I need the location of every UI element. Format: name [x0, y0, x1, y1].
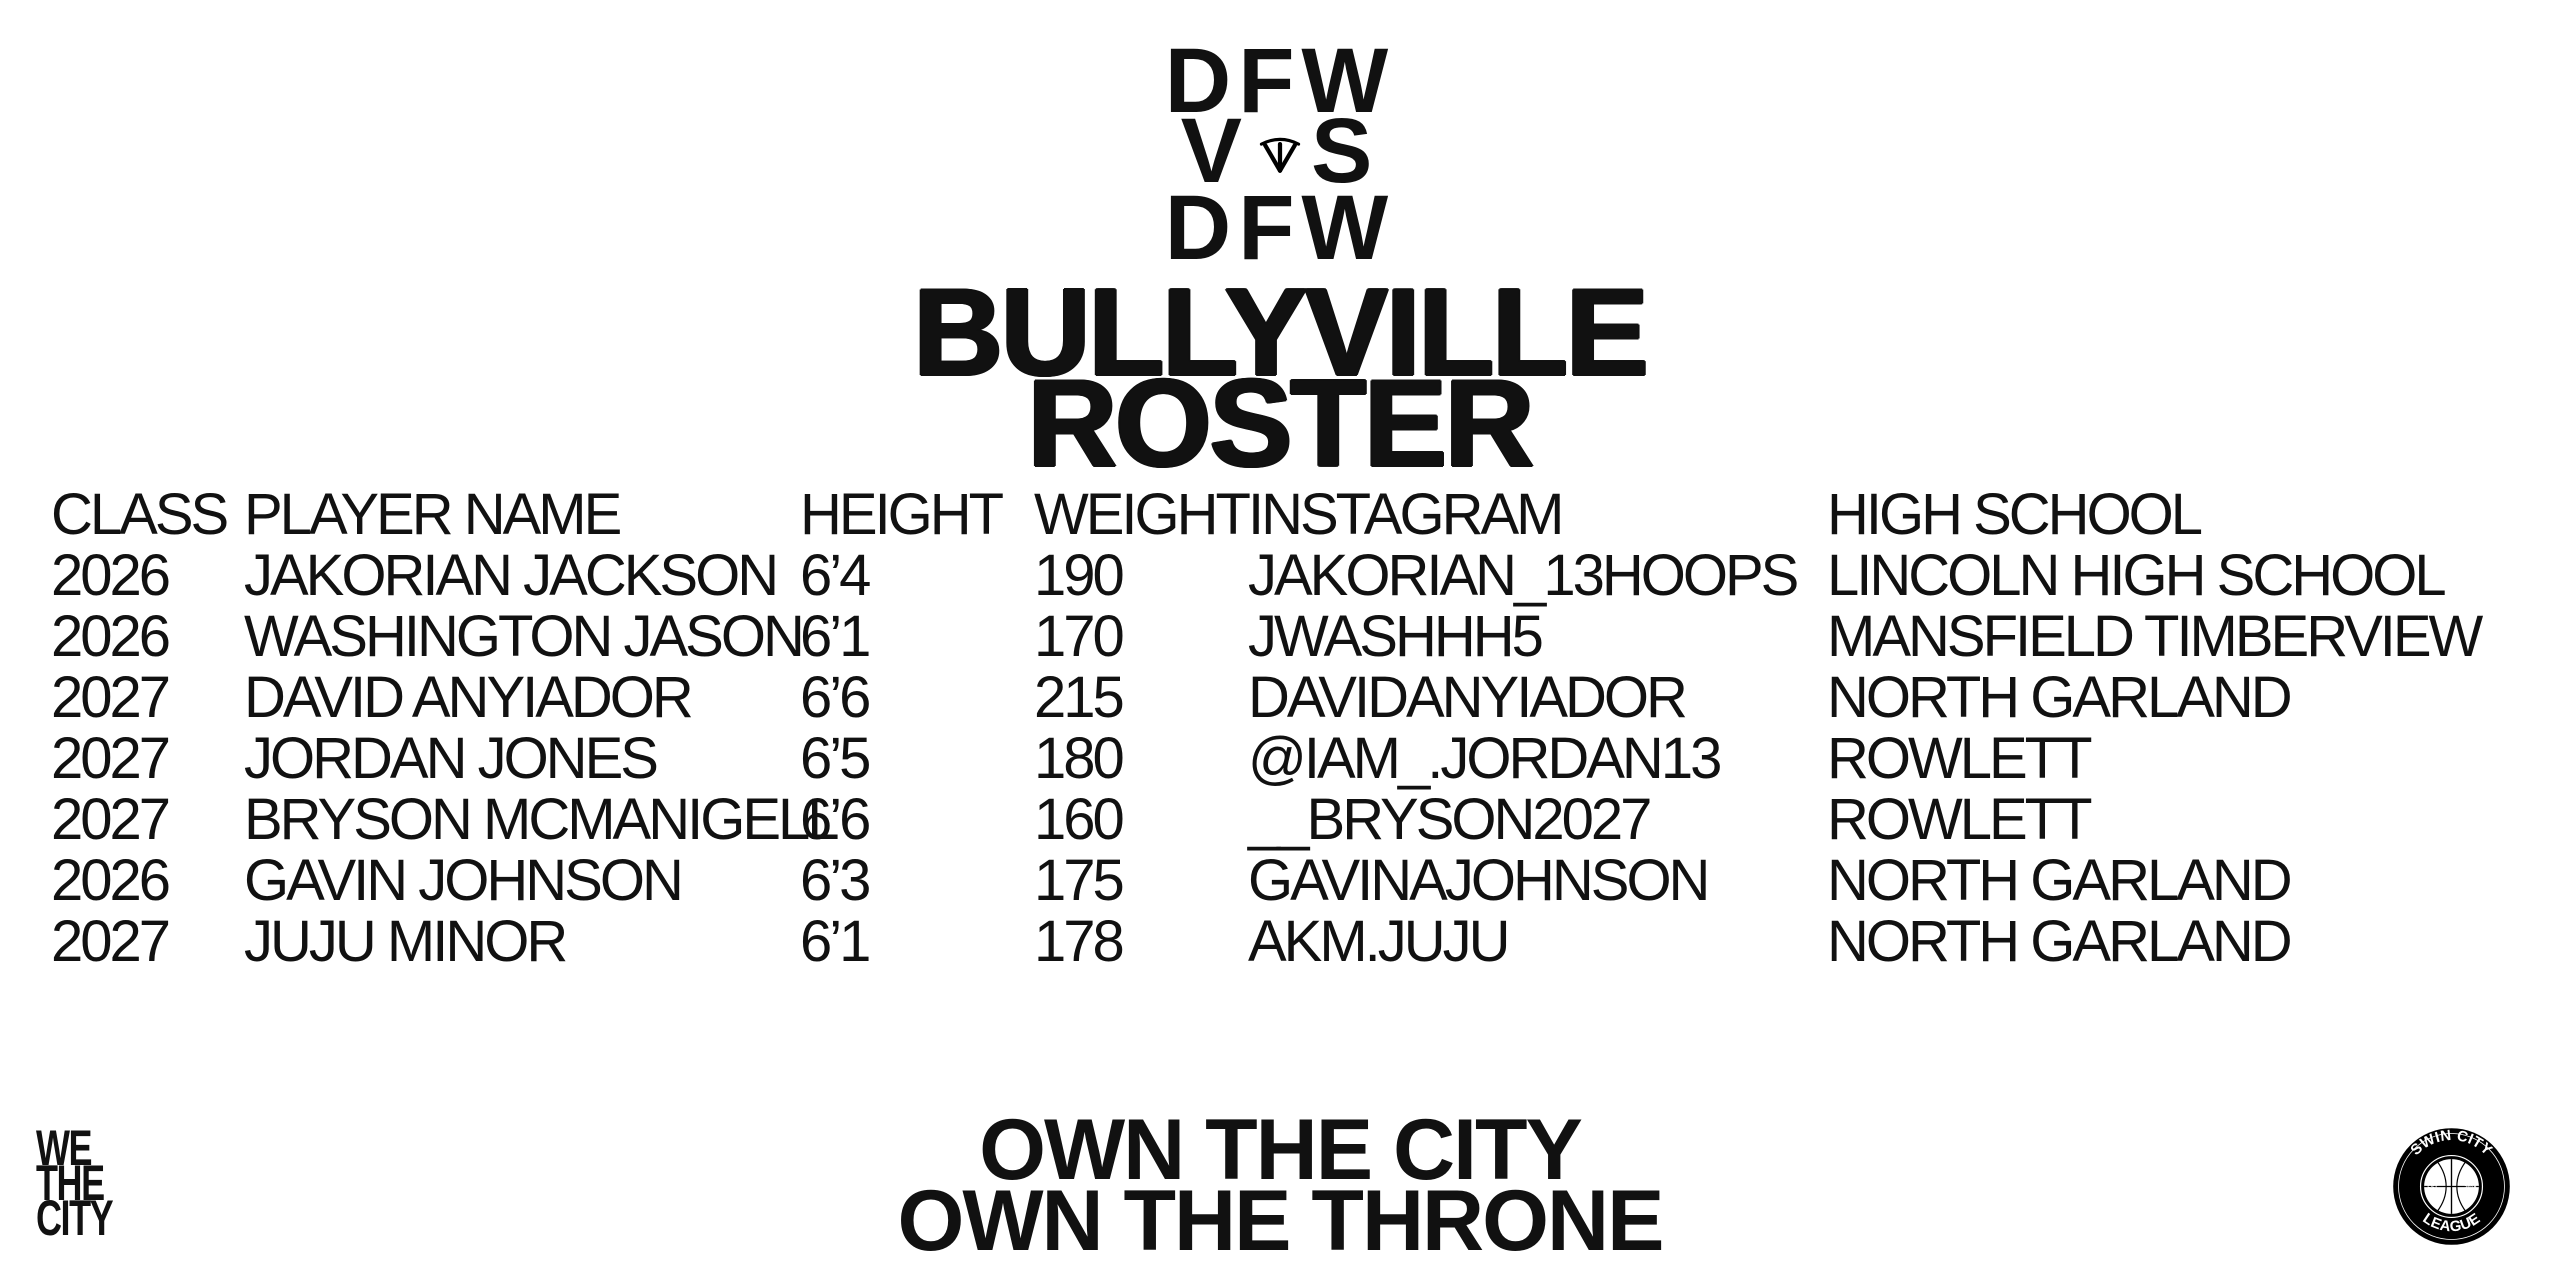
- svg-text:EST.: EST.: [2427, 1185, 2439, 1191]
- svg-text:2018: 2018: [2465, 1185, 2477, 1191]
